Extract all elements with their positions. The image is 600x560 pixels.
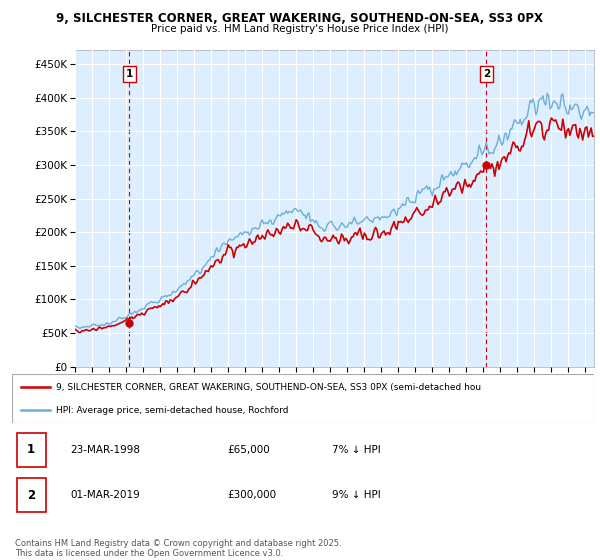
Text: 2: 2 — [27, 488, 35, 502]
Text: 1: 1 — [126, 69, 133, 79]
Text: 7% ↓ HPI: 7% ↓ HPI — [332, 445, 381, 455]
Text: £65,000: £65,000 — [227, 445, 270, 455]
Text: HPI: Average price, semi-detached house, Rochford: HPI: Average price, semi-detached house,… — [56, 406, 288, 415]
Text: 9, SILCHESTER CORNER, GREAT WAKERING, SOUTHEND-ON-SEA, SS3 0PX: 9, SILCHESTER CORNER, GREAT WAKERING, SO… — [56, 12, 544, 25]
Text: 9, SILCHESTER CORNER, GREAT WAKERING, SOUTHEND-ON-SEA, SS3 0PX (semi-detached ho: 9, SILCHESTER CORNER, GREAT WAKERING, SO… — [56, 383, 481, 392]
Text: 23-MAR-1998: 23-MAR-1998 — [70, 445, 140, 455]
FancyBboxPatch shape — [17, 478, 46, 512]
FancyBboxPatch shape — [17, 433, 46, 466]
Text: 2: 2 — [482, 69, 490, 79]
Text: 1: 1 — [27, 444, 35, 456]
Text: £300,000: £300,000 — [227, 490, 277, 500]
Text: Contains HM Land Registry data © Crown copyright and database right 2025.
This d: Contains HM Land Registry data © Crown c… — [15, 539, 341, 558]
Text: 9% ↓ HPI: 9% ↓ HPI — [332, 490, 381, 500]
Text: 01-MAR-2019: 01-MAR-2019 — [70, 490, 140, 500]
Text: Price paid vs. HM Land Registry's House Price Index (HPI): Price paid vs. HM Land Registry's House … — [151, 24, 449, 34]
